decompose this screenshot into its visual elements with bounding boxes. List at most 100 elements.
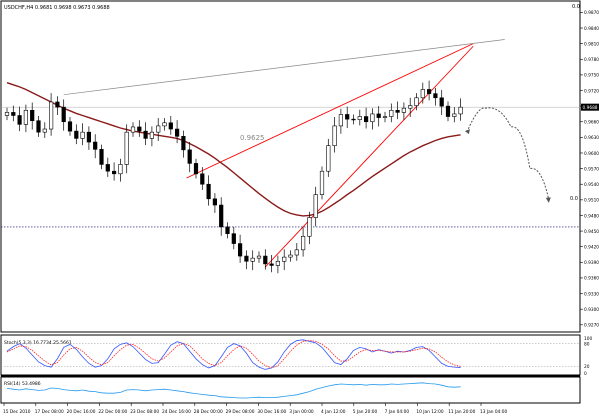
rsi-pane xyxy=(6,382,461,399)
price-tick-label: 0.9720 xyxy=(584,88,599,94)
candle-body xyxy=(23,109,29,125)
projection-start-arrow xyxy=(464,129,470,135)
main-pane-frame xyxy=(0,0,581,333)
stoch-tick-label: 0 xyxy=(584,371,587,377)
candle-body xyxy=(55,101,60,108)
candle-body xyxy=(193,163,199,175)
candle-body xyxy=(206,183,211,200)
price-tick-label: 0.9660 xyxy=(584,120,599,126)
time-tick-label: 13 Jan 04:00 xyxy=(480,409,507,415)
time-tick-label: 30 Dec 16:00 xyxy=(257,409,286,415)
candle-body xyxy=(219,204,224,228)
candle-body xyxy=(370,113,375,123)
projection-path xyxy=(466,107,550,200)
time-tick-label: 10 Jan 12:00 xyxy=(416,409,443,415)
time-tick-label: 29 Dec 08:00 xyxy=(226,409,255,415)
price-tick-label: 0.9510 xyxy=(584,198,599,204)
candle-body xyxy=(401,107,407,113)
time-tick-label: 28 Dec 00:00 xyxy=(194,409,223,415)
candle-body xyxy=(200,173,205,185)
price-tick-label: 0.9540 xyxy=(584,182,599,188)
candle-body xyxy=(168,122,173,130)
candle-body xyxy=(433,93,438,99)
price-tick-label: 0.9390 xyxy=(584,260,599,266)
price-tick-label: 0.9270 xyxy=(584,323,599,329)
candle-body xyxy=(263,255,268,265)
price-tick-label: 0.9300 xyxy=(584,307,599,313)
candle-body xyxy=(408,105,413,109)
time-tick-label: 24 Dec 16:00 xyxy=(162,409,191,415)
candle-body xyxy=(300,235,306,251)
candle-body xyxy=(439,97,444,107)
price-tick-label: 0.9360 xyxy=(584,276,599,282)
candle-body xyxy=(313,194,318,218)
candle-body xyxy=(105,164,110,172)
price-note: 0.9625 xyxy=(240,134,265,142)
candle-body xyxy=(445,105,451,117)
candle-body xyxy=(452,113,457,117)
ma-line xyxy=(6,82,461,217)
candle-body xyxy=(244,255,249,262)
moving-average xyxy=(6,82,461,217)
stoch-tick-label: 80 xyxy=(584,341,590,347)
stoch-pane-frame xyxy=(0,334,581,376)
candle-body xyxy=(36,120,41,133)
rsi-title: RSI(14) 53.4986 xyxy=(4,381,41,387)
candle-body xyxy=(130,126,136,133)
stoch-tick-label: 20 xyxy=(584,364,590,370)
candle-body xyxy=(458,106,463,115)
support-level-label: 0.0 xyxy=(570,196,578,202)
price-tick-label: 0.9480 xyxy=(584,213,599,219)
time-tick-label: 20 Dec 16:00 xyxy=(67,409,96,415)
candle-body xyxy=(395,109,400,113)
stoch-signal-line xyxy=(6,340,461,369)
candles xyxy=(4,80,463,274)
stoch-title: Stoch(5,3,3) 16.7734 25.5661 xyxy=(4,340,72,346)
candle-body xyxy=(351,118,356,121)
candle-body xyxy=(156,125,161,133)
candle-body xyxy=(414,97,419,106)
candle-body xyxy=(175,128,180,137)
time-tick-label: 5 Jan 20:00 xyxy=(353,409,378,415)
candle-body xyxy=(275,260,281,266)
candle-body xyxy=(288,254,293,258)
candle-body xyxy=(137,126,142,132)
candle-body xyxy=(149,131,155,139)
trendlines xyxy=(63,39,505,268)
current-price-box xyxy=(581,103,599,111)
top-level-label: 0.0 xyxy=(572,4,580,10)
candle-body xyxy=(225,226,230,234)
resistance-line xyxy=(63,39,505,96)
price-tick-label: 0.9840 xyxy=(584,26,599,32)
candle-body xyxy=(86,131,91,143)
candle-body xyxy=(99,149,104,165)
candle-body xyxy=(363,116,369,123)
price-tick-label: 0.9600 xyxy=(584,151,599,157)
time-tick-label: 22 Dec 00:00 xyxy=(98,409,127,415)
rsi-pane-frame xyxy=(0,376,581,404)
time-tick-label: 15 Dec 2010 xyxy=(3,409,31,415)
candle-body xyxy=(74,130,79,139)
candle-body xyxy=(162,122,167,127)
symbol-header: USDCHF,H4 0.9681 0.9698 0.9673 0.9688 xyxy=(4,5,110,11)
time-tick-label: 23 Dec 08:00 xyxy=(130,409,159,415)
price-tick-label: 0.9870 xyxy=(584,10,599,16)
time-tick-label: 11 Jan 20:00 xyxy=(448,409,475,415)
projection-arrowhead xyxy=(545,197,551,203)
candle-body xyxy=(80,131,85,139)
candle-body xyxy=(426,89,432,94)
price-tick-label: 0.9330 xyxy=(584,291,599,297)
current-price-label: 0.9688 xyxy=(583,105,598,111)
candle-body xyxy=(238,243,243,257)
price-tick-label: 0.9420 xyxy=(584,244,599,250)
candle-body xyxy=(4,112,10,116)
candle-body xyxy=(112,170,117,175)
candle-body xyxy=(187,149,192,164)
price-tick-label: 0.9450 xyxy=(584,229,599,235)
candle-body xyxy=(17,115,22,125)
price-tick-label: 0.9750 xyxy=(584,73,599,79)
candle-body xyxy=(11,112,16,116)
candle-body xyxy=(124,131,129,165)
time-tick-label: 3 Jan 00:00 xyxy=(289,409,314,415)
